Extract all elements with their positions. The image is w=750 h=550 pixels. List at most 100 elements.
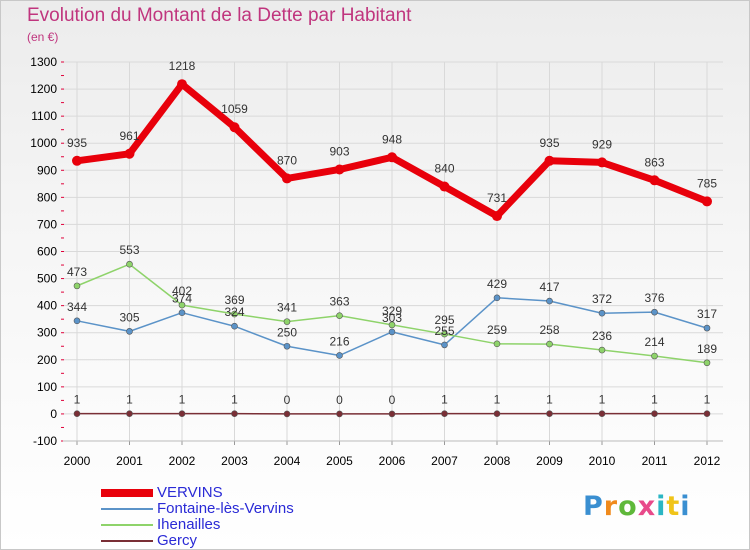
- data-label: 363: [329, 295, 349, 309]
- y-tick-label: 1300: [30, 55, 57, 69]
- legend-item: Gercy: [101, 533, 294, 549]
- data-point: [388, 321, 396, 329]
- series: [72, 79, 712, 418]
- proxiti-logo: Proxiti: [583, 491, 691, 522]
- data-label: 317: [697, 307, 717, 321]
- logo-letter: r: [603, 491, 619, 522]
- data-label: 785: [697, 176, 717, 190]
- x-tick-label: 2011: [642, 454, 668, 468]
- data-label: 0: [284, 393, 291, 407]
- data-point: [336, 352, 343, 359]
- data-point: [493, 410, 501, 417]
- data-label: 258: [539, 323, 559, 337]
- data-point: [126, 410, 133, 417]
- y-tick-label: 0: [50, 407, 57, 421]
- y-tick-label: 200: [37, 353, 57, 367]
- data-label: 1218: [169, 59, 196, 73]
- data-label: 903: [329, 144, 349, 158]
- x-tick-label: 2003: [221, 454, 248, 468]
- data-point: [492, 211, 502, 222]
- data-label: 429: [487, 277, 507, 291]
- data-point: [546, 340, 553, 348]
- data-label: 1: [74, 393, 81, 407]
- data-point: [387, 152, 397, 163]
- logo-letter: i: [656, 491, 667, 522]
- legend-swatch: [101, 540, 153, 542]
- data-label: 1: [599, 393, 606, 407]
- data-label: 731: [487, 191, 507, 205]
- data-point: [336, 410, 343, 418]
- data-label: 1: [546, 393, 553, 407]
- data-point: [493, 340, 501, 348]
- data-point: [178, 410, 186, 417]
- legend-swatch: [101, 508, 153, 510]
- data-point: [334, 164, 345, 175]
- data-label: 250: [277, 325, 297, 339]
- data-label: 870: [277, 153, 297, 167]
- data-point: [493, 294, 501, 302]
- y-tick-label: 700: [37, 217, 57, 231]
- data-label: 255: [434, 324, 454, 338]
- logo-letter: x: [637, 491, 657, 522]
- legend-label: VERVINS: [157, 484, 223, 501]
- x-tick-label: 2001: [116, 454, 143, 468]
- data-point: [651, 352, 658, 360]
- legend-item: Fontaine-lès-Vervins: [101, 501, 294, 517]
- data-label: 1: [651, 393, 658, 407]
- data-point: [546, 410, 553, 417]
- axes: -100010020030040050060070080090010001100…: [30, 55, 723, 468]
- data-point: [703, 410, 711, 417]
- y-tick-label: 600: [37, 245, 57, 259]
- data-label: 0: [389, 393, 396, 407]
- data-point: [544, 155, 555, 166]
- x-tick-label: 2010: [589, 454, 616, 468]
- data-point: [598, 346, 606, 354]
- y-tick-label: 800: [37, 190, 57, 204]
- data-label: 1: [179, 393, 186, 407]
- data-point: [546, 297, 553, 305]
- data-label: 961: [119, 129, 139, 143]
- legend-label: Gercy: [157, 532, 198, 549]
- data-point: [73, 282, 81, 290]
- x-tick-label: 2006: [379, 454, 406, 468]
- data-label: 189: [697, 342, 717, 356]
- data-label: 303: [382, 311, 402, 325]
- data-point: [651, 308, 658, 316]
- legend-label: Ihenailles: [157, 516, 221, 533]
- chart-title: Evolution du Montant de la Dette par Hab…: [27, 5, 412, 26]
- data-label: 863: [644, 155, 664, 169]
- data-label: 473: [67, 265, 87, 279]
- data-label: 372: [592, 292, 612, 306]
- data-label: 324: [224, 305, 244, 319]
- data-label: 935: [539, 136, 559, 150]
- data-label: 1: [704, 393, 711, 407]
- legend-swatch: [101, 489, 153, 497]
- data-label: 236: [592, 329, 612, 343]
- legend-item: VERVINS: [101, 485, 294, 501]
- data-point: [441, 341, 448, 349]
- data-point: [124, 148, 135, 159]
- y-tick-label: 400: [37, 299, 57, 313]
- data-label: 341: [277, 301, 297, 315]
- data-point: [598, 410, 606, 417]
- data-label: 0: [336, 393, 343, 407]
- logo-letter: P: [583, 491, 604, 522]
- data-point: [231, 310, 238, 318]
- logo-letter: i: [680, 491, 691, 522]
- data-label: 1: [494, 393, 501, 407]
- data-point: [439, 181, 450, 192]
- data-point: [126, 328, 133, 335]
- legend: VERVINS Fontaine-lès-Vervins Ihenailles Ger…: [101, 485, 294, 549]
- data-point: [336, 312, 343, 319]
- data-point: [178, 301, 186, 309]
- data-point: [649, 175, 660, 186]
- data-label: 1: [126, 393, 133, 407]
- data-label: 948: [382, 132, 402, 146]
- data-label: 929: [592, 137, 612, 151]
- data-label: 369: [224, 293, 244, 307]
- data-label: 1: [231, 393, 238, 407]
- data-point: [441, 330, 448, 338]
- data-label: 344: [67, 300, 87, 314]
- data-label: 840: [434, 162, 454, 176]
